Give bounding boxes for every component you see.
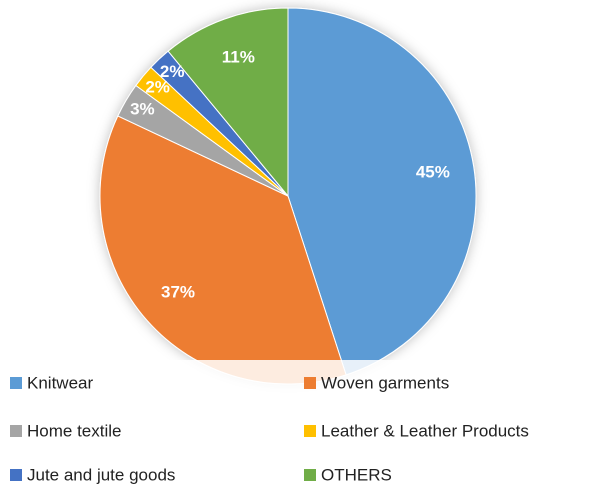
data-label: 3% — [130, 99, 155, 118]
data-label: 45% — [416, 163, 450, 182]
data-label: 37% — [161, 282, 195, 301]
legend-swatch — [304, 469, 316, 481]
legend-label: OTHERS — [321, 465, 392, 484]
legend-label: Home textile — [27, 421, 121, 440]
legend-swatch — [304, 377, 316, 389]
legend-swatch — [304, 425, 316, 437]
data-label: 11% — [222, 48, 255, 67]
pie-slice — [167, 7, 289, 198]
pie — [99, 7, 477, 385]
legend: Knitwear Woven garments Home textile Leathe… — [10, 373, 529, 484]
pie-slice — [287, 7, 477, 376]
legend-label: Woven garments — [321, 373, 449, 392]
legend-swatch — [10, 377, 22, 389]
legend-label: Leather & Leather Products — [321, 421, 529, 440]
data-label: 2% — [145, 78, 170, 97]
legend-swatch — [10, 425, 22, 437]
legend-label: Jute and jute goods — [27, 465, 175, 484]
data-label: 2% — [160, 62, 185, 81]
pie-labels: 45% 37% 3% 2%2% 11% — [130, 48, 450, 302]
legend-swatch — [10, 469, 22, 481]
legend-label: Knitwear — [27, 373, 93, 392]
legend-background — [0, 360, 592, 486]
